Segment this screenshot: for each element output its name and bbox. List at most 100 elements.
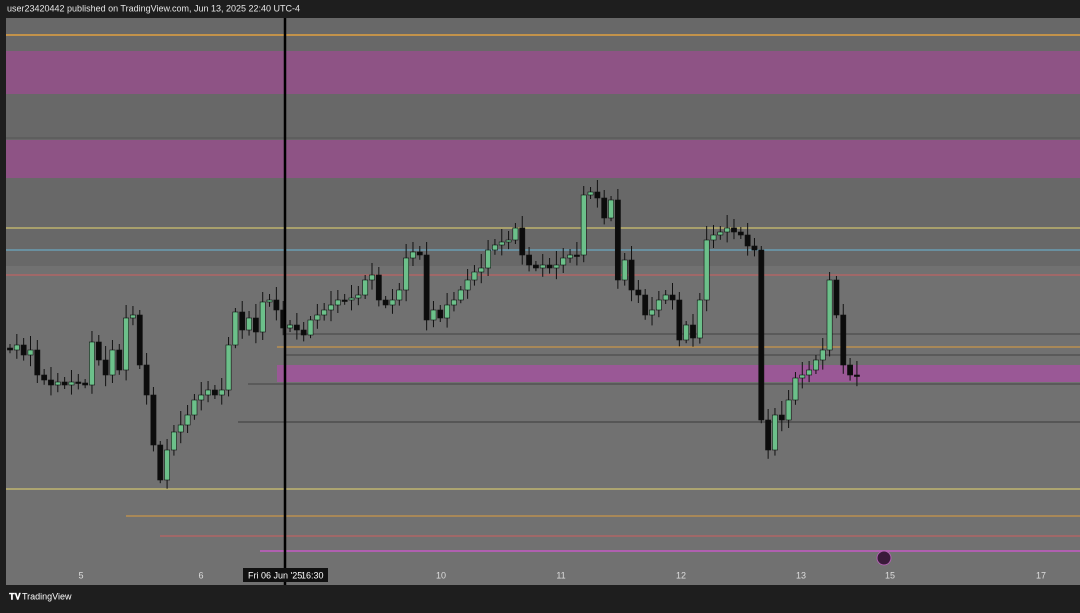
crosshair-date: Fri 06 Jun '25: [248, 570, 302, 580]
candle-body: [676, 299, 683, 341]
candle-body: [642, 294, 649, 316]
candle-body: [416, 251, 423, 256]
candle-body: [635, 289, 642, 296]
candle-body: [198, 394, 205, 401]
candle-body: [840, 314, 847, 366]
event-icon[interactable]: [876, 550, 892, 566]
candle-body: [259, 301, 266, 333]
candle-body: [239, 311, 246, 331]
candle-body: [765, 419, 772, 451]
candle-body: [717, 231, 724, 236]
candle-body: [225, 344, 232, 391]
candle-body: [423, 254, 430, 321]
candle-body: [95, 341, 102, 361]
candle-body: [457, 289, 464, 301]
candle-body: [307, 319, 314, 336]
candle-body: [362, 279, 369, 296]
candle-body: [492, 244, 498, 251]
candle-body: [293, 324, 300, 331]
candle-body: [232, 311, 239, 346]
candle-body: [655, 299, 662, 311]
time-label: 15: [885, 570, 895, 580]
candle-body: [751, 245, 758, 251]
candle-body: [375, 274, 382, 301]
candle-body: [546, 264, 553, 269]
candle-body: [184, 414, 191, 426]
candle-body: [833, 279, 840, 316]
candle-body: [696, 299, 703, 339]
candle-body: [7, 347, 13, 351]
candle-body: [314, 314, 321, 321]
candle-body: [191, 399, 198, 416]
candle-body: [785, 399, 792, 421]
zone: [6, 140, 1080, 178]
candle-body: [505, 239, 512, 243]
candle-body: [587, 191, 594, 196]
candle-body: [471, 271, 478, 281]
candle-body: [396, 289, 403, 301]
candle-body: [614, 199, 621, 281]
candle-body: [403, 257, 410, 291]
candle-body: [772, 414, 778, 451]
candle-body: [109, 349, 116, 376]
candle-body: [273, 299, 280, 311]
candle-body: [68, 381, 75, 386]
candle-body: [266, 299, 273, 303]
candle-body: [143, 364, 150, 396]
candle-body: [553, 264, 560, 269]
candle-body: [430, 309, 437, 321]
candle-body: [205, 389, 211, 396]
candle-body: [437, 309, 444, 319]
time-label: 11: [556, 570, 565, 580]
candle-body: [464, 279, 471, 291]
zone: [6, 51, 1080, 94]
time-axis: 5 6 10 11 12 13 15 17: [78, 570, 1046, 580]
candle-body: [123, 317, 130, 371]
candle-body: [539, 264, 546, 269]
candle-body: [731, 227, 737, 233]
candle-body: [34, 349, 41, 376]
time-label: 5: [78, 570, 83, 580]
candles: [7, 180, 860, 489]
candle-body: [792, 377, 799, 401]
brand: TradingView: [22, 591, 72, 601]
candle-body: [75, 381, 82, 384]
candle-body: [649, 309, 655, 316]
candle-body: [171, 431, 177, 451]
candle-body: [334, 299, 341, 306]
candle-body: [348, 297, 355, 301]
candle-body: [806, 369, 813, 376]
brand-logo: 𝐓𝐕: [9, 591, 22, 601]
time-label: 10: [436, 570, 446, 580]
time-label: 17: [1036, 570, 1046, 580]
candle-body: [608, 199, 614, 219]
candle-body: [512, 227, 519, 241]
candle-body: [498, 241, 505, 246]
crosshair-time: 16:30: [301, 570, 324, 580]
candle-body: [102, 359, 109, 376]
candle-body: [54, 381, 61, 386]
candle-body: [20, 344, 27, 356]
candle-body: [300, 329, 307, 336]
candle-body: [710, 234, 717, 241]
candle-body: [82, 382, 89, 386]
candle-body: [758, 249, 765, 421]
time-label: 12: [676, 570, 686, 580]
candle-body: [355, 294, 362, 299]
candle-body: [478, 267, 485, 273]
time-label: 6: [198, 570, 203, 580]
candle-body: [683, 324, 690, 341]
candle-body: [13, 344, 20, 351]
candle-body: [854, 374, 860, 377]
candle-body: [737, 231, 744, 236]
candle-body: [847, 364, 853, 376]
candle-body: [89, 341, 95, 386]
candle-body: [130, 314, 136, 319]
candle-body: [628, 259, 635, 291]
candle-body: [41, 374, 48, 381]
candle-body: [580, 194, 587, 256]
candle-body: [567, 254, 573, 259]
candle-body: [451, 299, 457, 306]
candle-body: [246, 317, 252, 331]
zone: [277, 365, 1080, 382]
